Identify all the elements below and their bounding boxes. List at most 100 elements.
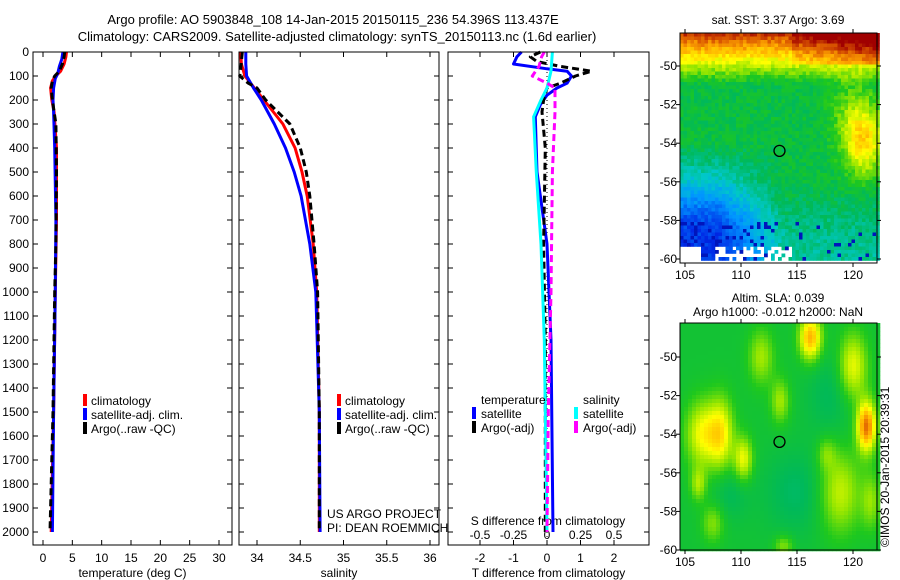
- sst-cell: [774, 169, 779, 174]
- sst-cell: [680, 208, 684, 212]
- sst-cell: [725, 222, 730, 226]
- sst-cell: [680, 201, 684, 205]
- sst-cell: [690, 57, 695, 62]
- sst-cell: [837, 85, 842, 90]
- sst-cell: [750, 99, 754, 104]
- sst-cell: [785, 61, 789, 65]
- sst-cell: [827, 169, 831, 174]
- sst-cell: [848, 106, 852, 111]
- sst-cell: [841, 71, 845, 76]
- sla-cell: [780, 343, 785, 348]
- sst-cell: [708, 155, 712, 160]
- sla-cell: [704, 331, 709, 336]
- sst-cell: [816, 246, 821, 251]
- sst-cell: [701, 246, 705, 251]
- sst-cell: [837, 78, 842, 83]
- sla-cell: [876, 359, 881, 364]
- sst-cell: [785, 152, 789, 156]
- sst-cell: [697, 166, 702, 170]
- sst-cell: [743, 159, 747, 163]
- sst-cell: [813, 120, 817, 125]
- sst-cell: [865, 253, 870, 258]
- sst-cell: [722, 117, 726, 121]
- sst-cell: [813, 82, 817, 86]
- sst-cell: [708, 50, 712, 55]
- sst-cell: [757, 36, 761, 41]
- sst-cell: [858, 183, 863, 188]
- sst-cell: [760, 110, 765, 114]
- sst-cell: [694, 169, 698, 174]
- sst-cell: [858, 176, 863, 181]
- sst-cell: [858, 99, 863, 104]
- sla-cell: [720, 355, 725, 360]
- sst-cell: [750, 124, 754, 128]
- sst-cell: [729, 201, 733, 205]
- x-axis-label: T difference from climatology: [472, 566, 626, 580]
- sst-cell: [876, 36, 880, 41]
- sla-cell: [680, 371, 685, 376]
- sla-cell: [720, 351, 725, 356]
- sst-cell: [697, 197, 702, 202]
- sst-cell: [774, 127, 779, 132]
- sst-cell: [736, 176, 740, 181]
- sst-cell: [823, 162, 828, 167]
- sst-cell: [785, 169, 789, 174]
- sla-cell: [828, 339, 833, 344]
- sst-cell: [827, 152, 831, 156]
- sst-cell: [813, 162, 817, 167]
- sst-cell: [848, 99, 852, 104]
- sst-cell: [834, 138, 838, 142]
- sst-cell: [844, 243, 849, 247]
- sst-cell: [729, 40, 733, 44]
- sla-cell: [684, 335, 689, 340]
- sst-cell: [830, 155, 835, 160]
- sst-cell: [771, 141, 775, 146]
- sst-cell: [802, 176, 807, 181]
- sst-cell: [718, 166, 723, 170]
- sla-cell: [816, 355, 821, 360]
- sst-cell: [813, 180, 817, 184]
- sst-cell: [778, 145, 782, 149]
- sst-cell: [809, 120, 814, 125]
- sla-cell: [748, 347, 753, 352]
- sst-cell: [725, 61, 730, 65]
- sst-cell: [823, 187, 828, 191]
- sst-cell: [750, 54, 754, 58]
- sla-cell: [764, 387, 769, 392]
- sla-cell: [872, 327, 877, 332]
- sst-cell: [816, 176, 821, 181]
- sst-cell: [778, 33, 782, 37]
- sst-cell: [711, 36, 716, 41]
- sst-cell: [774, 201, 779, 205]
- sst-cell: [760, 127, 765, 132]
- sst-cell: [750, 197, 754, 202]
- sst-cell: [683, 36, 688, 41]
- sst-cell: [771, 166, 775, 170]
- sla-cell: [848, 363, 853, 368]
- sla-cell: [740, 383, 745, 388]
- sst-cell: [813, 211, 817, 216]
- sst-cell: [820, 225, 824, 230]
- sst-cell: [767, 162, 772, 167]
- sst-cell: [732, 68, 737, 72]
- sst-cell: [708, 257, 712, 261]
- sst-cell: [722, 36, 726, 41]
- sst-cell: [792, 232, 796, 237]
- sst-cell: [690, 113, 695, 118]
- sst-cell: [844, 103, 849, 107]
- sst-cell: [795, 64, 800, 69]
- sst-cell: [760, 201, 765, 205]
- sst-cell: [739, 162, 744, 167]
- sst-cell: [771, 61, 775, 65]
- sst-cell: [694, 110, 698, 114]
- sst-cell: [869, 138, 873, 142]
- sst-cell: [774, 85, 779, 90]
- sla-cell: [744, 351, 749, 356]
- sst-cell: [809, 190, 814, 195]
- sst-cell: [830, 215, 835, 219]
- sst-cell: [872, 169, 877, 174]
- sst-cell: [841, 96, 845, 100]
- sst-cell: [855, 218, 859, 223]
- sst-cell: [855, 155, 859, 160]
- sst-cell: [683, 61, 688, 65]
